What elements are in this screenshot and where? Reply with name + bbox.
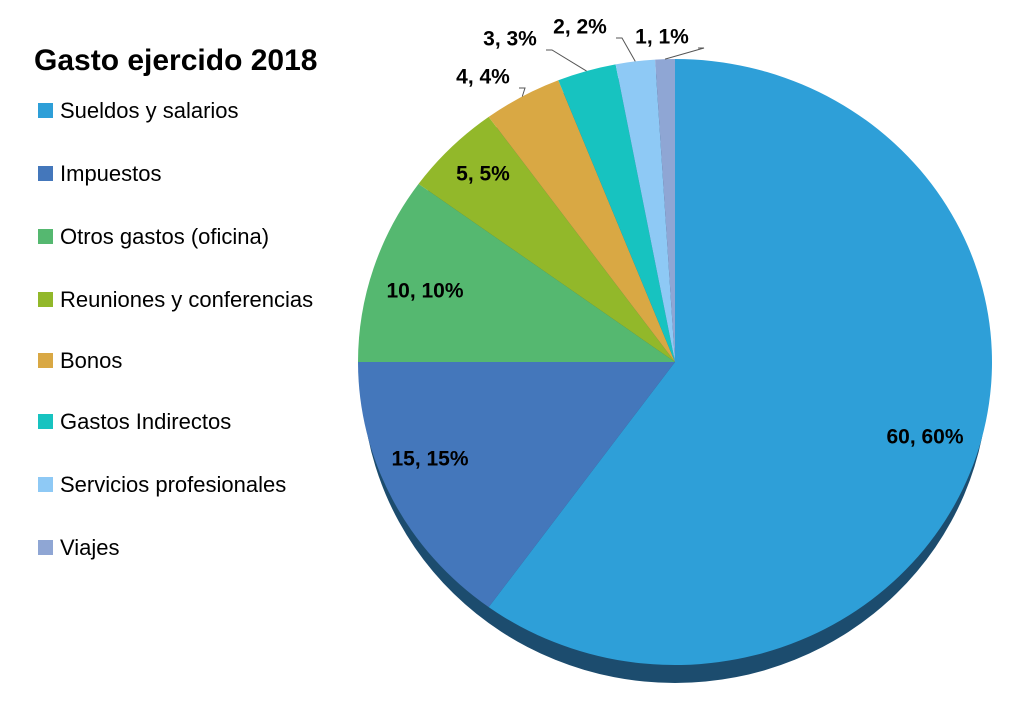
pie-slice xyxy=(358,183,675,362)
legend-label: Bonos xyxy=(60,348,123,373)
legend-label: Viajes xyxy=(60,535,120,560)
pie-slice xyxy=(558,64,675,362)
legend-item: Servicios profesionales xyxy=(38,469,328,500)
legend-item: Viajes xyxy=(38,532,328,563)
legend-item: Sueldos y salarios xyxy=(38,95,328,126)
data-label: 60, 60% xyxy=(886,426,963,449)
legend-item: Otros gastos (oficina) xyxy=(38,221,328,252)
legend-swatch xyxy=(38,353,53,368)
leader-line xyxy=(519,87,526,97)
legend-label: Sueldos y salarios xyxy=(60,98,239,123)
leader-line xyxy=(616,37,636,62)
data-label: 10, 10% xyxy=(386,280,463,303)
pie-slice xyxy=(418,116,675,362)
pie-slice xyxy=(358,362,675,608)
data-label: 2, 2% xyxy=(553,16,607,39)
leader-line xyxy=(546,49,587,72)
leader-line xyxy=(664,47,705,60)
legend-swatch xyxy=(38,103,53,118)
legend-label: Impuestos xyxy=(60,161,162,186)
legend-label: Otros gastos (oficina) xyxy=(60,224,270,249)
pie-slice xyxy=(488,59,993,665)
pie-slice xyxy=(655,59,675,362)
legend-item: Gastos Indirectos xyxy=(38,406,328,437)
legend-swatch xyxy=(38,414,53,429)
legend-item: Reuniones y conferencias xyxy=(38,284,328,315)
pie-slice xyxy=(488,80,675,363)
chart-title: Gasto ejercido 2018 xyxy=(34,44,318,77)
legend-swatch xyxy=(38,292,53,307)
data-label: 4, 4% xyxy=(456,66,510,89)
legend-swatch xyxy=(38,166,53,181)
legend-label: Gastos Indirectos xyxy=(60,409,232,434)
legend-swatch xyxy=(38,540,53,555)
legend-label: Reuniones y conferencias xyxy=(60,287,314,312)
data-label: 1, 1% xyxy=(635,26,689,49)
legend-swatch xyxy=(38,477,53,492)
pie-slice xyxy=(615,59,675,362)
legend-item: Bonos xyxy=(38,345,328,376)
legend-swatch xyxy=(38,229,53,244)
data-label: 15, 15% xyxy=(391,448,468,471)
legend-label: Servicios profesionales xyxy=(60,472,287,497)
legend-item: Impuestos xyxy=(38,158,328,189)
data-label: 3, 3% xyxy=(483,28,537,51)
data-label: 5, 5% xyxy=(456,163,510,186)
